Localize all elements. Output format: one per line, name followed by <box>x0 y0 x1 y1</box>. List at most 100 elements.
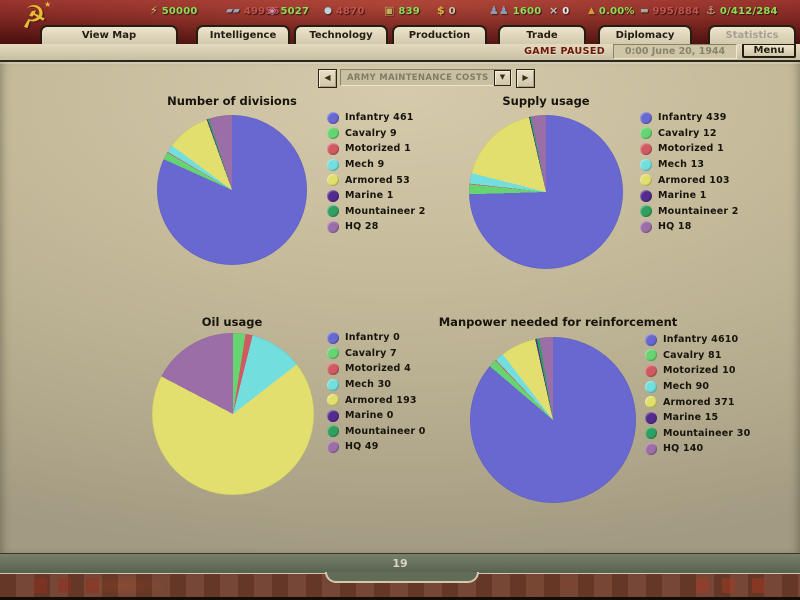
page-number: 19 <box>392 557 408 570</box>
legend-item: Motorized 1 <box>640 141 739 157</box>
oil-icon: ● <box>324 6 332 16</box>
chevron-down-icon[interactable]: ▼ <box>494 69 511 86</box>
legend-manpower: Infantry 4610 Cavalry 81 Motorized 10 Mech … <box>645 332 750 457</box>
pie-chart-supply-usage <box>469 115 623 269</box>
statistics-dropdown-value: ARMY MAINTENANCE COSTS <box>347 72 489 83</box>
legend-item: Mech 30 <box>327 377 426 393</box>
statistics-page-selector: ◀ ARMY MAINTENANCE COSTS ▼ ▶ <box>318 69 535 88</box>
legend-label: Mountaineer 0 <box>345 425 426 437</box>
legend-label: Mech 13 <box>658 159 705 171</box>
chart-title-manpower: Manpower needed for reinforcement <box>438 315 678 329</box>
legend-item: Cavalry 7 <box>327 346 426 362</box>
resource-oil: ● 4870 <box>324 3 365 19</box>
legend-item: Motorized 10 <box>645 363 750 379</box>
convoys-value: 995/884 <box>652 5 700 17</box>
legend-item: Motorized 4 <box>327 361 426 377</box>
menu-button[interactable]: Menu <box>742 43 796 58</box>
legend-color-swatch <box>327 378 339 391</box>
legend-item: HQ 140 <box>645 441 750 457</box>
legend-item: Mech 9 <box>327 157 426 173</box>
money-value: 0 <box>448 5 456 17</box>
legend-color-swatch <box>327 111 339 124</box>
resource-money: $0 <box>437 3 456 19</box>
pie-chart-oil-usage <box>152 333 314 495</box>
legend-item: Motorized 1 <box>327 141 426 157</box>
legend-color-swatch <box>645 442 657 455</box>
legend-color-swatch <box>327 158 339 171</box>
bottom-border <box>0 597 800 600</box>
rare-materials-value: 5027 <box>280 5 310 17</box>
money-icon: $ <box>437 4 445 17</box>
legend-color-swatch <box>640 220 652 233</box>
next-page-button[interactable]: ▶ <box>516 69 535 88</box>
dissent-icon: ▲ <box>588 6 595 16</box>
legend-label: Mountaineer 2 <box>658 205 739 217</box>
legend-item: Mech 13 <box>640 157 739 173</box>
resource-convoys: ▬ 995/884 <box>640 3 699 19</box>
pie-chart-number-of-divisions <box>157 115 307 265</box>
manpower-value: 1600 <box>512 5 542 17</box>
energy-value: 50000 <box>161 5 198 17</box>
menu-bar: GAME PAUSED 0:00 June 20, 1944 Menu <box>0 43 800 62</box>
legend-item: Mountaineer 0 <box>327 424 426 440</box>
tab-trade[interactable]: Trade <box>498 25 586 44</box>
legend-color-swatch <box>327 205 339 218</box>
legend-item: Marine 15 <box>645 410 750 426</box>
legend-item: Infantry 461 <box>327 110 426 126</box>
tab-intelligence[interactable]: Intelligence <box>196 25 290 44</box>
tab-technology[interactable]: Technology <box>294 25 388 44</box>
tab-production[interactable]: Production <box>392 25 487 44</box>
legend-color-swatch <box>327 189 339 202</box>
legend-item: Marine 0 <box>327 408 426 424</box>
legend-item: Armored 371 <box>645 394 750 410</box>
statistics-dropdown[interactable]: ARMY MAINTENANCE COSTS ▼ <box>340 69 512 86</box>
legend-item: Mountaineer 30 <box>645 426 750 442</box>
poster-art-patch <box>58 578 71 593</box>
legend-item: HQ 18 <box>640 219 739 235</box>
legend-label: Infantry 0 <box>345 332 400 344</box>
resource-metal: ▰▰ 49955 <box>226 3 280 19</box>
legend-label: Cavalry 7 <box>345 347 397 359</box>
legend-item: HQ 28 <box>327 219 426 235</box>
resource-escorts: ⚓ 0/412/284 <box>706 3 778 19</box>
poster-art-patch <box>696 578 709 593</box>
legend-label: Cavalry 9 <box>345 127 397 139</box>
poster-art-patch <box>34 578 47 593</box>
legend-color-swatch <box>645 333 657 346</box>
legend-item: Armored 193 <box>327 392 426 408</box>
energy-icon: ⚡ <box>150 4 158 17</box>
footer-notch <box>325 572 479 583</box>
legend-label: Infantry 461 <box>345 112 414 124</box>
legend-item: Mountaineer 2 <box>640 204 739 220</box>
legend-color-swatch <box>645 411 657 424</box>
escorts-value: 0/412/284 <box>719 5 778 17</box>
transports-icon: × <box>549 4 559 17</box>
rare-materials-icon: ◈ <box>268 4 277 17</box>
legend-label: Marine 15 <box>663 412 719 424</box>
legend-color-swatch <box>327 142 339 155</box>
chart-title-number-of-divisions: Number of divisions <box>167 94 297 108</box>
legend-color-swatch <box>645 396 657 409</box>
legend-color-swatch <box>645 364 657 377</box>
tab-view-map[interactable]: View Map <box>40 25 178 44</box>
game-paused-label: GAME PAUSED <box>524 46 605 57</box>
previous-page-button[interactable]: ◀ <box>318 69 337 88</box>
legend-label: HQ 140 <box>663 443 704 455</box>
legend-oil-usage: Infantry 0 Cavalry 7 Motorized 4 Mech 30 Arm… <box>327 330 426 455</box>
legend-item: Infantry 4610 <box>645 332 750 348</box>
date-display: 0:00 June 20, 1944 <box>613 44 737 59</box>
legend-color-swatch <box>640 158 652 171</box>
legend-color-swatch <box>640 142 652 155</box>
legend-item: HQ 49 <box>327 439 426 455</box>
oil-value: 4870 <box>335 5 365 17</box>
legend-label: Motorized 1 <box>658 143 724 155</box>
legend-color-swatch <box>645 380 657 393</box>
legend-label: HQ 18 <box>658 221 692 233</box>
tab-statistics[interactable]: Statistics <box>708 25 796 44</box>
legend-label: Armored 371 <box>663 396 735 408</box>
legend-label: Mech 9 <box>345 159 385 171</box>
tab-diplomacy[interactable]: Diplomacy <box>598 25 692 44</box>
dissent-value: 0.00% <box>598 5 635 17</box>
legend-number-of-divisions: Infantry 461 Cavalry 9 Motorized 1 Mech 9 Ar… <box>327 110 426 235</box>
resource-dissent: ▲ 0.00% <box>588 3 635 19</box>
